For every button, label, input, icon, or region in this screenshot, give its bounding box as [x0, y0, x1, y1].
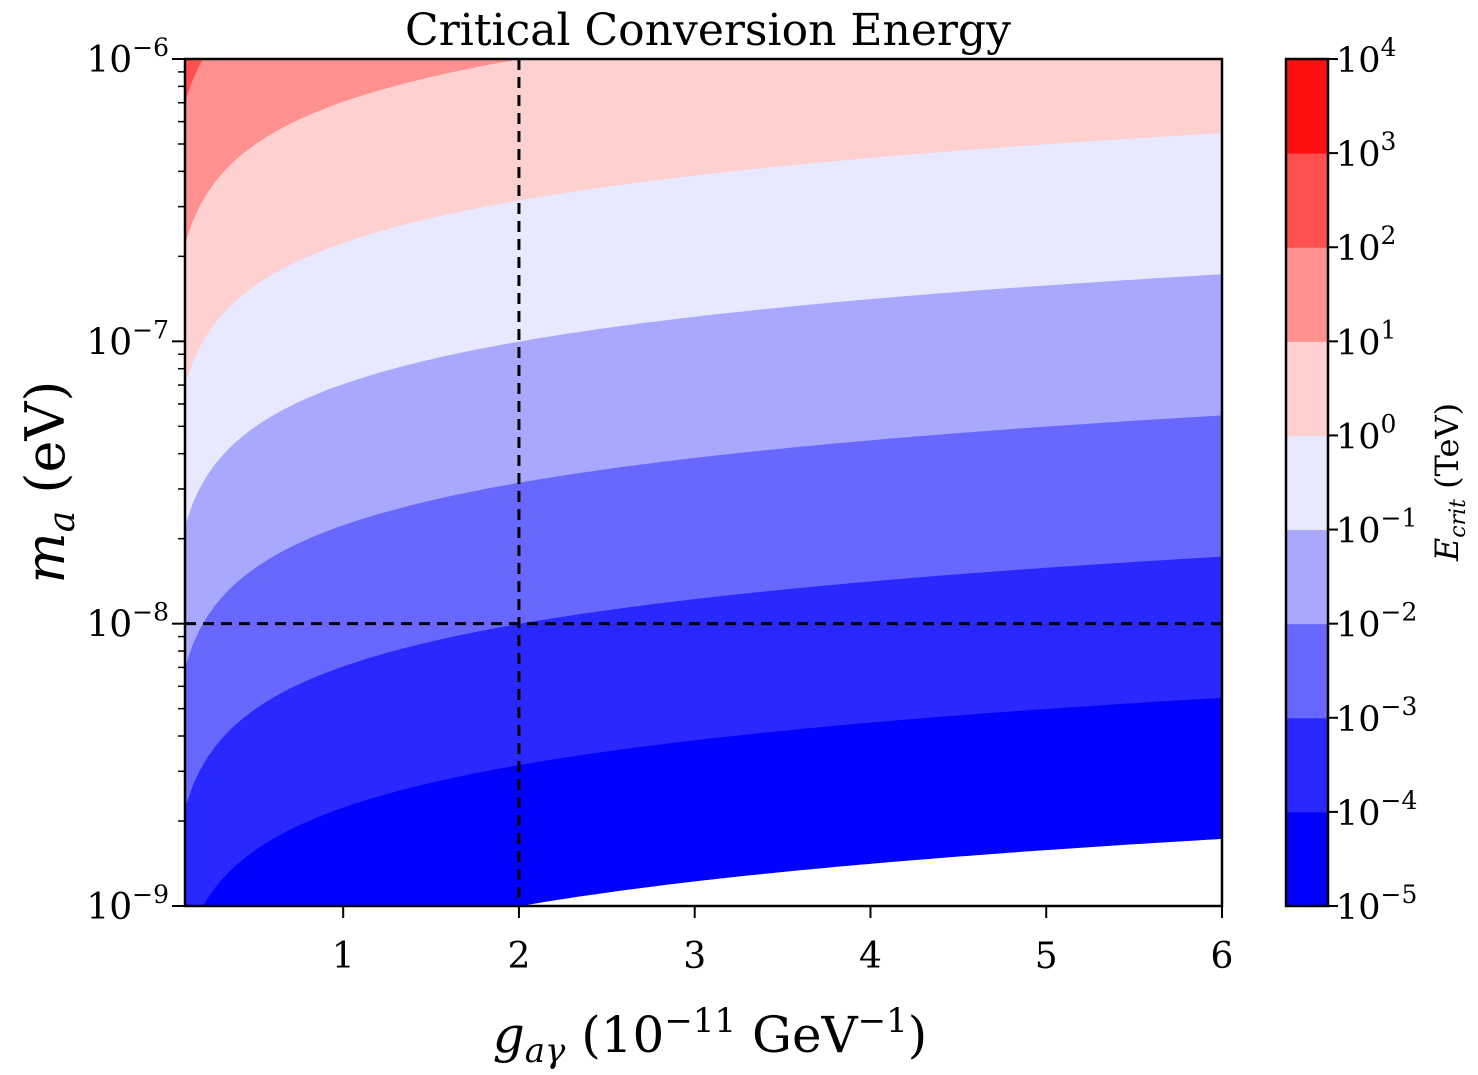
- colorbar-tick-label: 104: [1336, 33, 1396, 81]
- x-tick-label: 6: [1211, 936, 1234, 977]
- colorbar-segment: [1286, 623, 1328, 719]
- contour-band: [185, 59, 1222, 384]
- colorbar-segment: [1286, 811, 1328, 907]
- colorbar-frame: [1284, 57, 1330, 908]
- y-label-base: m: [14, 532, 77, 583]
- x-label-paren-close: ): [908, 1006, 928, 1064]
- colorbar-tick-label: 101: [1336, 315, 1396, 363]
- y-tick-label: 10−7: [86, 315, 169, 363]
- colorbar-tick-label: 100: [1336, 409, 1396, 457]
- x-label-exp: −11: [664, 1001, 736, 1041]
- colorbar-segment: [1286, 153, 1328, 248]
- cbar-label-unit: (TeV): [1428, 403, 1466, 499]
- x-tick-label: 1: [332, 936, 355, 977]
- colorbar-segment: [1286, 435, 1328, 531]
- y-axis: 10−9 10−8 10−7 10−6: [86, 33, 185, 928]
- y-label-sub: a: [42, 511, 83, 532]
- x-tick-label: 3: [683, 936, 706, 977]
- colorbar-segment: [1286, 59, 1328, 154]
- cbar-label-sub: crit: [1446, 499, 1471, 538]
- plot-frame: [183, 57, 1224, 908]
- colorbar-segment: [1286, 529, 1328, 625]
- cbar-label-base: E: [1428, 538, 1466, 562]
- y-tick-label: 10−8: [86, 598, 169, 646]
- y-tick-label: 10−9: [86, 880, 169, 928]
- colorbar-tick-label: 10−5: [1336, 880, 1417, 928]
- colorbar-tick-label: 10−2: [1336, 598, 1417, 646]
- x-axis: 1 2 3 4 5 6: [332, 906, 1234, 977]
- x-label-unit: GeV: [736, 1006, 858, 1064]
- reference-lines: [185, 59, 1222, 906]
- colorbar-label: Ecrit (TeV): [1428, 403, 1471, 562]
- x-label-base: g: [493, 1006, 525, 1064]
- colorbar-segment: [1286, 717, 1328, 813]
- colorbar-tick-label: 10−1: [1336, 504, 1417, 552]
- colorbar-tick-label: 103: [1336, 127, 1396, 175]
- x-tick-label: 4: [859, 936, 882, 977]
- colorbar: 10−5 10−4 10−3 10−2 10−1 100 101 102 103 104: [1286, 33, 1417, 928]
- y-label-unit: (eV): [14, 381, 77, 511]
- x-tick-label: 5: [1035, 936, 1058, 977]
- chart-title: Critical Conversion Energy: [405, 5, 1011, 56]
- x-label-unit-exp: −1: [858, 1001, 908, 1041]
- colorbar-segment: [1286, 341, 1328, 436]
- y-axis-label: ma (eV): [14, 381, 83, 584]
- contour-bands: [185, 59, 1222, 906]
- colorbar-tick-label: 10−3: [1336, 692, 1417, 740]
- colorbar-tick-label: 10−4: [1336, 786, 1417, 834]
- contour-band: [185, 59, 204, 102]
- x-label-sub: aγ: [525, 1031, 566, 1071]
- x-axis-label: gaγ (10−11 GeV−1): [493, 1001, 928, 1071]
- colorbar-tick-label: 102: [1336, 221, 1396, 269]
- x-tick-label: 2: [507, 936, 530, 977]
- colorbar-segment: [1286, 247, 1328, 342]
- y-tick-label: 10−6: [86, 33, 169, 81]
- x-label-paren-open: (10: [565, 1006, 664, 1064]
- contour-band: [185, 59, 521, 243]
